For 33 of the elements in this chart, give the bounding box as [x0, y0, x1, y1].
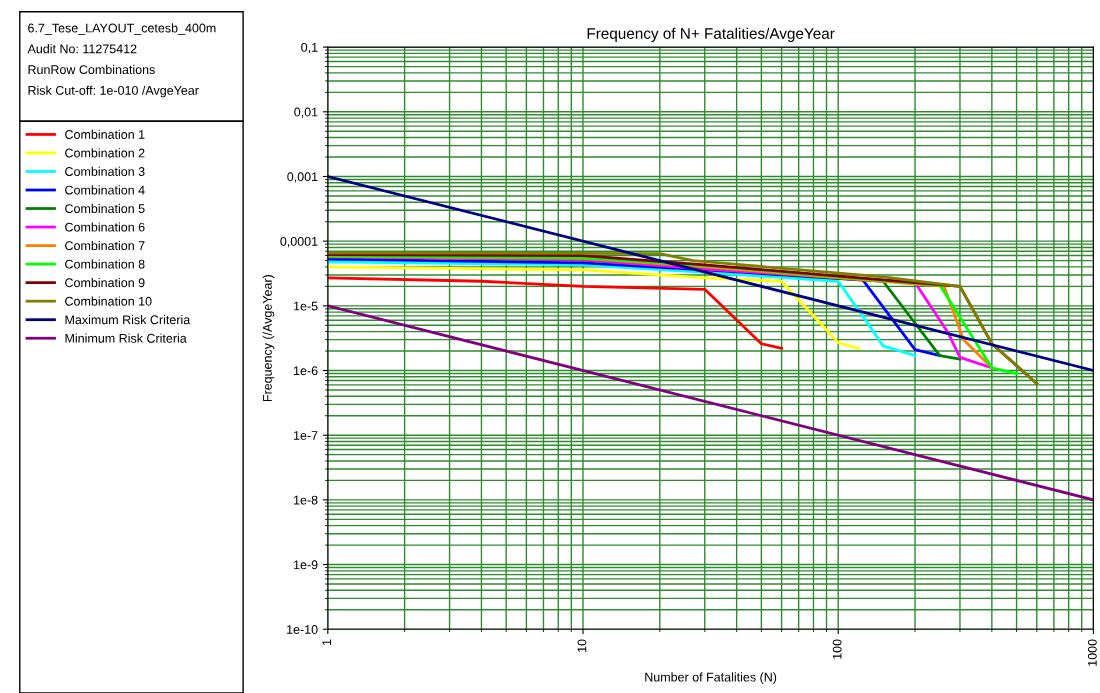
legend-label: Combination 7 [65, 240, 145, 251]
y-tick-label: 1e-10 [287, 625, 318, 634]
x-tick-label: 100 [832, 639, 842, 659]
y-tick-label: 0,0001 [280, 236, 318, 248]
y-tick-label: 0,001 [287, 172, 318, 183]
legend-label: Combination 10 [65, 296, 152, 306]
legend-label: Combination 5 [65, 203, 145, 214]
y-tick-label: 1e-6 [294, 366, 318, 376]
chart-title: Frequency of N+ Fatalities/AvgeYear [587, 27, 835, 42]
x-axis-title: Number of Fatalities (N) [645, 672, 777, 684]
legend-label: Combination 9 [65, 277, 145, 288]
legend-label: Maximum Risk Criteria [65, 315, 191, 325]
x-tick-label: 1 [322, 639, 332, 645]
y-tick-label: 0,01 [294, 107, 318, 118]
y-axis-title: Frequency (/AvgeYear) [262, 275, 275, 402]
text: RunRow Combinations [28, 64, 155, 75]
legend-label: Combination 1 [65, 129, 145, 139]
legend-label: Combination 6 [65, 222, 145, 232]
y-tick-label: 0,1 [301, 42, 318, 54]
y-tick-label: 1e-5 [294, 301, 318, 311]
x-tick-label: 10 [577, 639, 587, 652]
text: 6.7_Tese_LAYOUT_cetesb_400m [28, 23, 216, 35]
legend-label: Combination 3 [65, 166, 145, 176]
x-tick-label: 1000 [1087, 639, 1097, 666]
legend-label: Combination 2 [65, 148, 145, 158]
legend-label: Combination 8 [65, 259, 145, 269]
text: Audit No: 11275412 [27, 44, 137, 54]
text: Risk Cut-off: 1e-010 /AvgeYear [28, 85, 199, 98]
y-tick-label: 1e-7 [294, 431, 318, 440]
legend-label: Minimum Risk Criteria [65, 333, 187, 343]
y-tick-label: 1e-8 [294, 495, 318, 505]
y-tick-label: 1e-9 [294, 560, 318, 570]
legend-label: Combination 4 [65, 185, 145, 195]
